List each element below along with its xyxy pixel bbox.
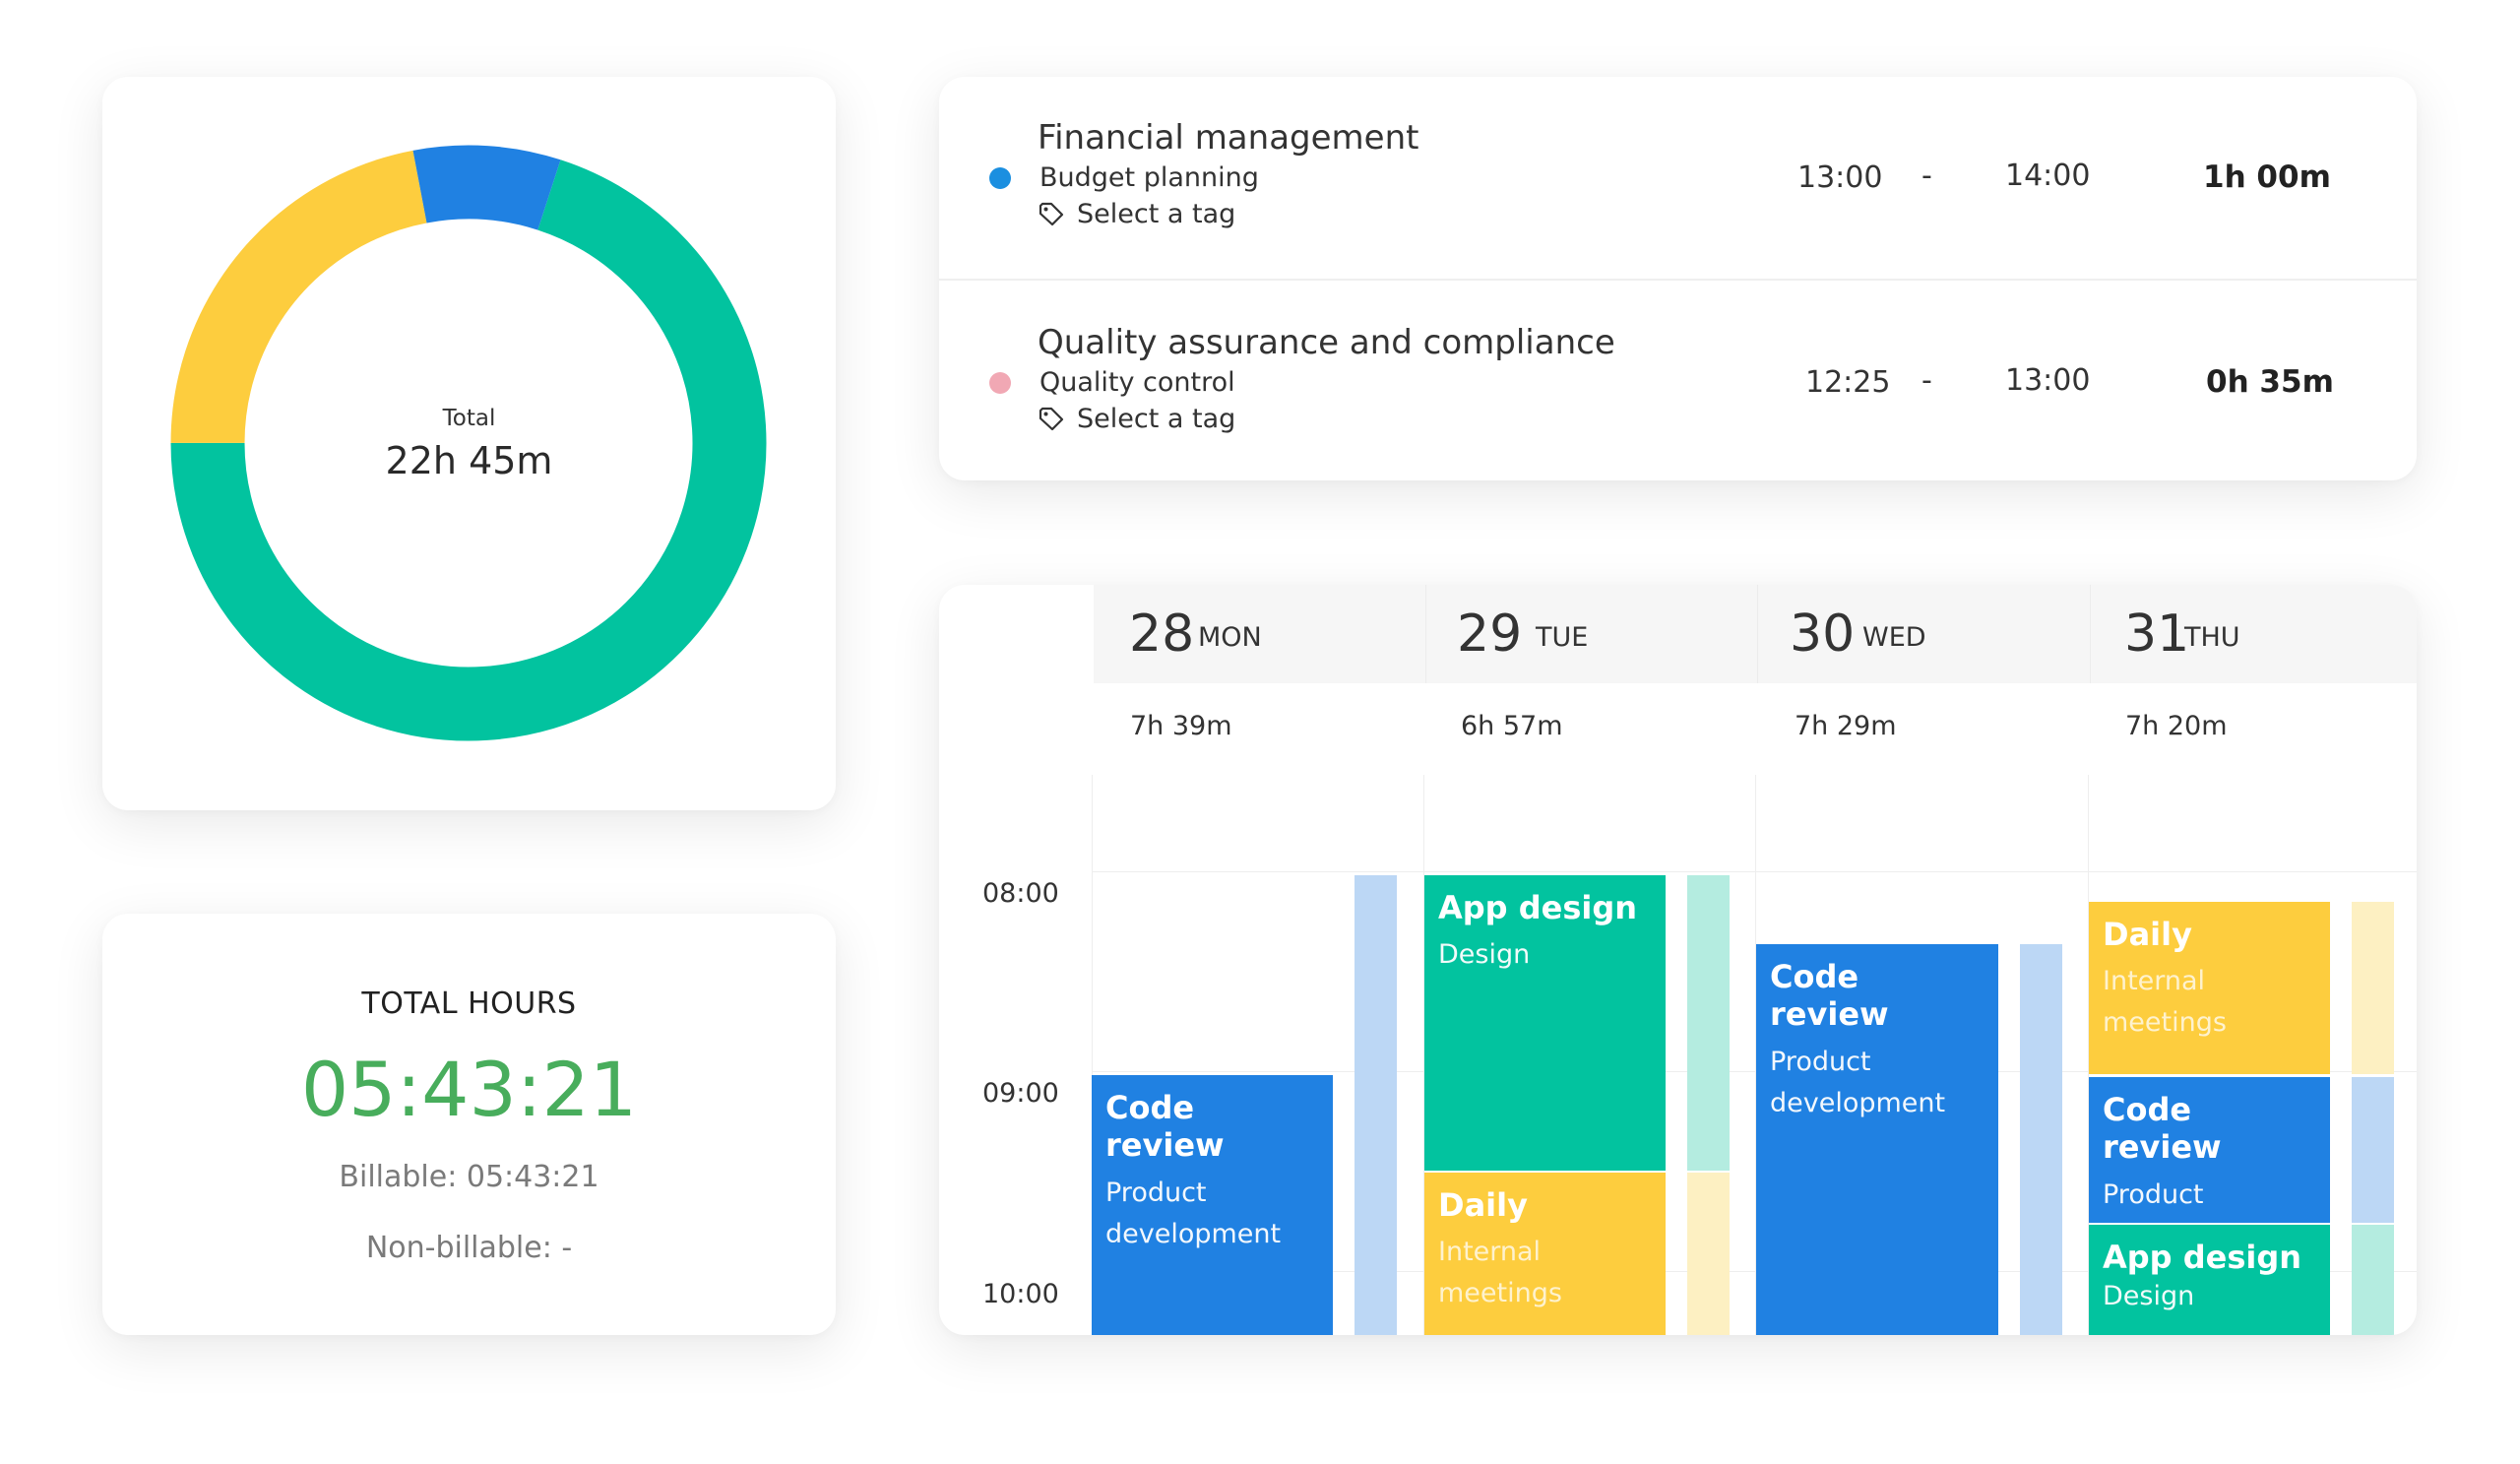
select-tag-label: Select a tag (1077, 199, 1236, 229)
day-name: WED (1862, 622, 1926, 653)
event-project: Internal meetings (2103, 966, 2227, 1039)
day-header-thu[interactable]: 31 THU (2090, 585, 2417, 683)
entry-start-time[interactable]: 12:25 (1805, 365, 1891, 400)
day-number: 29 (1457, 605, 1523, 664)
day-total-tue: 6h 57m (1461, 711, 1563, 741)
event-title: App design (1438, 889, 1638, 926)
entry-task-name: Budget planning (1040, 162, 1259, 193)
entry-project-title: Financial management (1038, 118, 1419, 158)
entry-duration[interactable]: 1h 00m (2203, 159, 2331, 195)
event-title: Code review (1770, 958, 1889, 1034)
event-title: App design (2103, 1239, 2302, 1276)
day-total-thu: 7h 20m (2125, 711, 2228, 741)
grid-line (1092, 1071, 2417, 1072)
calendar-event[interactable]: Daily Internal meetings (2089, 902, 2330, 1074)
grid-line (1092, 871, 2417, 872)
entry-duration[interactable]: 0h 35m (2206, 364, 2334, 400)
day-header-mon[interactable]: 28 MON (1094, 585, 1425, 683)
activity-bar (2352, 1077, 2394, 1223)
activity-bar (2352, 902, 2394, 1074)
donut-segment (170, 145, 767, 741)
event-project: Internal meetings (1438, 1237, 1562, 1309)
billable-hours: Billable: 05:43:21 (339, 1160, 599, 1194)
calendar-event[interactable]: App design Design (2089, 1225, 2330, 1335)
grid-line (1092, 775, 1093, 1335)
donut-chart-card: Total 22h 45m (102, 77, 836, 810)
donut-chart (170, 145, 767, 741)
day-total-wed: 7h 29m (1795, 711, 1897, 741)
select-tag-button[interactable]: Select a tag (1038, 199, 1235, 229)
entry-start-time[interactable]: 13:00 (1797, 160, 1883, 195)
select-tag-label: Select a tag (1077, 404, 1236, 434)
time-entries-card: Financial management Budget planning Sel… (939, 77, 2417, 480)
event-title: Code review (2103, 1091, 2222, 1167)
day-total-mon: 7h 39m (1130, 711, 1232, 741)
activity-bar (2020, 944, 2062, 1335)
activity-bar (1354, 875, 1397, 1335)
total-hours-title: TOTAL HOURS (361, 987, 577, 1021)
event-title: Daily (2103, 916, 2192, 953)
activity-bar (1687, 875, 1730, 1171)
event-project: Design (2103, 1281, 2195, 1312)
event-project: Design (1438, 939, 1531, 971)
donut-total-value: 22h 45m (385, 439, 553, 482)
entry-task-name: Quality control (1040, 367, 1235, 398)
time-entry[interactable]: Quality assurance and compliance Quality… (939, 279, 2417, 482)
total-hours-card: TOTAL HOURS 05:43:21 Billable: 05:43:21 … (102, 914, 836, 1335)
tag-icon (1039, 407, 1064, 430)
project-color-dot (989, 372, 1011, 394)
day-number: 31 (2124, 605, 2190, 664)
entry-project-title: Quality assurance and compliance (1038, 323, 1615, 362)
calendar-event[interactable]: Daily Internal meetings (1424, 1173, 1666, 1335)
total-hours-value: 05:43:21 (300, 1046, 638, 1133)
day-header-tue[interactable]: 29 TUE (1425, 585, 1758, 683)
day-header-wed[interactable]: 30 WED (1757, 585, 2091, 683)
day-name: THU (2184, 622, 2240, 653)
time-separator: - (1922, 159, 1932, 193)
week-calendar-card: 28 MON 29 TUE 30 WED 31 THU 7h 39m 6h 57… (939, 585, 2417, 1335)
day-name: TUE (1536, 622, 1589, 653)
grid-line (1092, 1271, 2417, 1272)
time-label-1000: 10:00 (982, 1279, 1059, 1309)
project-color-dot (989, 167, 1011, 189)
grid-line (1423, 775, 1424, 1335)
donut-total-label: Total (442, 406, 496, 431)
time-label-0900: 09:00 (982, 1078, 1059, 1109)
entry-end-time[interactable]: 14:00 (2005, 159, 2091, 193)
tag-icon (1039, 202, 1064, 225)
grid-line (1755, 775, 1756, 1335)
select-tag-button[interactable]: Select a tag (1038, 404, 1235, 434)
day-number: 28 (1129, 605, 1195, 664)
day-name: MON (1198, 622, 1262, 653)
activity-bar (2352, 1225, 2394, 1335)
grid-line (2088, 775, 2089, 1335)
time-entry[interactable]: Financial management Budget planning Sel… (939, 77, 2417, 279)
time-label-0800: 08:00 (982, 878, 1059, 909)
donut-segment (170, 145, 767, 741)
calendar-event[interactable]: App design Design (1424, 875, 1666, 1171)
activity-bar (1687, 1173, 1730, 1335)
event-title: Code review (1105, 1089, 1225, 1165)
non-billable-hours: Non-billable: - (365, 1231, 573, 1265)
time-separator: - (1922, 363, 1932, 398)
day-number: 30 (1790, 605, 1856, 664)
entry-end-time[interactable]: 13:00 (2005, 363, 2091, 398)
event-title: Daily (1438, 1186, 1528, 1224)
